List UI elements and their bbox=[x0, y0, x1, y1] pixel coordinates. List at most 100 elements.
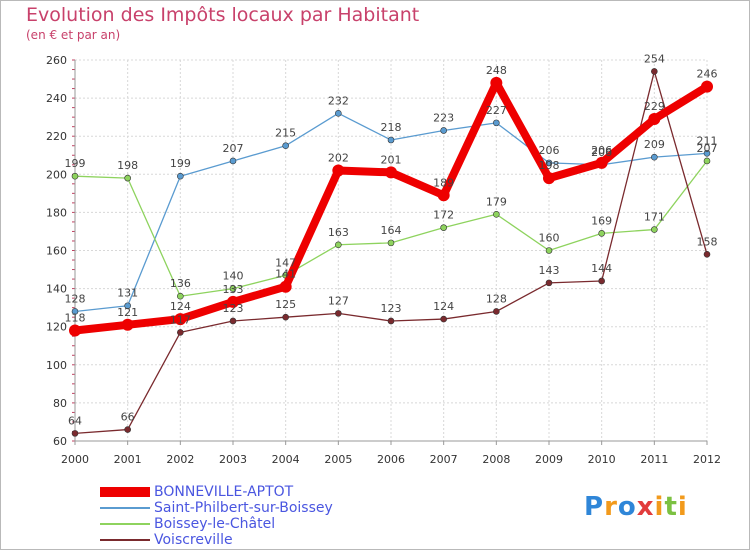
data-point bbox=[651, 226, 658, 233]
data-point bbox=[71, 172, 79, 180]
value-labels: 128 131 199 207 215 232 218 223 227 206 206 209 211 1… bbox=[65, 52, 718, 427]
data-label: 207 bbox=[697, 142, 718, 155]
data-label: 164 bbox=[381, 224, 402, 237]
data-point bbox=[595, 156, 608, 169]
data-label: 215 bbox=[275, 127, 296, 140]
data-point bbox=[279, 280, 292, 293]
data-label: 211 bbox=[697, 134, 718, 147]
data-point bbox=[71, 308, 79, 315]
data-label: 198 bbox=[117, 159, 138, 172]
x-tick-label: 2005 bbox=[324, 453, 352, 466]
data-point bbox=[703, 251, 711, 258]
data-label: 207 bbox=[223, 142, 244, 155]
data-label: 206 bbox=[591, 144, 612, 157]
legend-label: Saint-Philbert-sur-Boissey bbox=[154, 500, 333, 516]
logo-letter: i bbox=[654, 492, 665, 522]
data-point bbox=[229, 285, 237, 292]
data-label: 140 bbox=[223, 270, 244, 283]
y-tick-label: 260 bbox=[46, 54, 67, 67]
data-point bbox=[335, 110, 342, 117]
legend-item: Saint-Philbert-sur-Boissey bbox=[100, 500, 420, 516]
data-point bbox=[493, 119, 500, 127]
data-label: 163 bbox=[328, 226, 349, 239]
data-label: 128 bbox=[65, 292, 86, 305]
data-label: 66 bbox=[121, 411, 135, 424]
data-label: 206 bbox=[539, 144, 560, 157]
data-label: 199 bbox=[170, 157, 191, 170]
legend-label: Voiscreville bbox=[154, 532, 233, 548]
data-point bbox=[177, 172, 184, 180]
data-label: 172 bbox=[433, 209, 454, 222]
data-label: 124 bbox=[433, 300, 454, 313]
data-point bbox=[440, 315, 447, 323]
data-point bbox=[387, 239, 395, 247]
y-tick-label: 180 bbox=[46, 206, 67, 219]
data-point bbox=[335, 241, 342, 249]
data-point bbox=[69, 324, 81, 337]
data-label: 124 bbox=[170, 300, 191, 313]
x-tick-label: 2009 bbox=[535, 453, 563, 466]
data-label: 179 bbox=[486, 195, 507, 208]
x-tick-label: 2002 bbox=[166, 453, 194, 466]
data-label: 199 bbox=[65, 157, 86, 170]
legend-item: Boissey-le-Châtel bbox=[100, 516, 420, 532]
data-point bbox=[440, 127, 447, 134]
data-point bbox=[121, 318, 134, 331]
legend-swatch bbox=[100, 523, 150, 525]
legend-label: Boissey-le-Châtel bbox=[154, 516, 276, 532]
data-point bbox=[335, 310, 342, 317]
data-label: 209 bbox=[644, 138, 665, 151]
x-tick-label: 2006 bbox=[377, 453, 405, 466]
data-point bbox=[545, 247, 553, 254]
data-point bbox=[701, 80, 713, 93]
data-label: 118 bbox=[65, 312, 86, 325]
grid-lines bbox=[74, 59, 708, 442]
data-label: 64 bbox=[68, 414, 82, 427]
data-point bbox=[71, 430, 79, 437]
y-tick-label: 200 bbox=[46, 168, 67, 181]
data-point bbox=[543, 172, 555, 185]
data-label: 128 bbox=[486, 292, 507, 305]
data-point bbox=[598, 230, 605, 237]
chart-title: Evolution des Impôts locaux par Habitant bbox=[26, 4, 420, 26]
y-tick-label: 140 bbox=[46, 283, 67, 296]
y-tick-label: 160 bbox=[46, 245, 67, 258]
data-point bbox=[545, 159, 553, 167]
data-label: 123 bbox=[381, 302, 402, 315]
data-point bbox=[124, 426, 131, 433]
data-point bbox=[229, 157, 237, 165]
data-label: 206 bbox=[591, 146, 612, 159]
data-label: 223 bbox=[433, 111, 454, 124]
x-tick-label: 2000 bbox=[61, 453, 89, 466]
data-label: 248 bbox=[486, 64, 507, 77]
x-tick-label: 2003 bbox=[219, 453, 247, 466]
data-point bbox=[332, 164, 345, 177]
data-point bbox=[651, 153, 658, 161]
legend-item: Voiscreville bbox=[100, 532, 420, 548]
data-point bbox=[229, 317, 237, 325]
y-tick-label: 220 bbox=[46, 130, 67, 143]
y-tick-label: 60 bbox=[53, 435, 67, 448]
data-label: 136 bbox=[170, 277, 191, 290]
data-point bbox=[490, 76, 503, 89]
data-point bbox=[282, 313, 289, 321]
data-label: 218 bbox=[381, 121, 402, 134]
x-tick-label: 2010 bbox=[588, 453, 616, 466]
data-point bbox=[545, 279, 553, 287]
data-label: 254 bbox=[644, 52, 665, 65]
data-label: 202 bbox=[328, 151, 349, 164]
data-point bbox=[174, 313, 187, 326]
data-label: 143 bbox=[539, 264, 560, 277]
data-point bbox=[227, 295, 239, 308]
data-label: 227 bbox=[486, 104, 507, 117]
data-point bbox=[648, 113, 661, 126]
data-label: 144 bbox=[591, 262, 612, 275]
legend: BONNEVILLE-APTOT Saint-Philbert-sur-Bois… bbox=[100, 484, 420, 548]
series-lines bbox=[69, 68, 713, 437]
axes: 60 80 100 120 140 160 180 200 220 240 260 2000 2001 2… bbox=[46, 54, 721, 466]
data-label: 160 bbox=[539, 232, 560, 245]
data-label: 123 bbox=[223, 302, 244, 315]
data-point bbox=[493, 211, 500, 218]
data-point bbox=[703, 150, 711, 157]
